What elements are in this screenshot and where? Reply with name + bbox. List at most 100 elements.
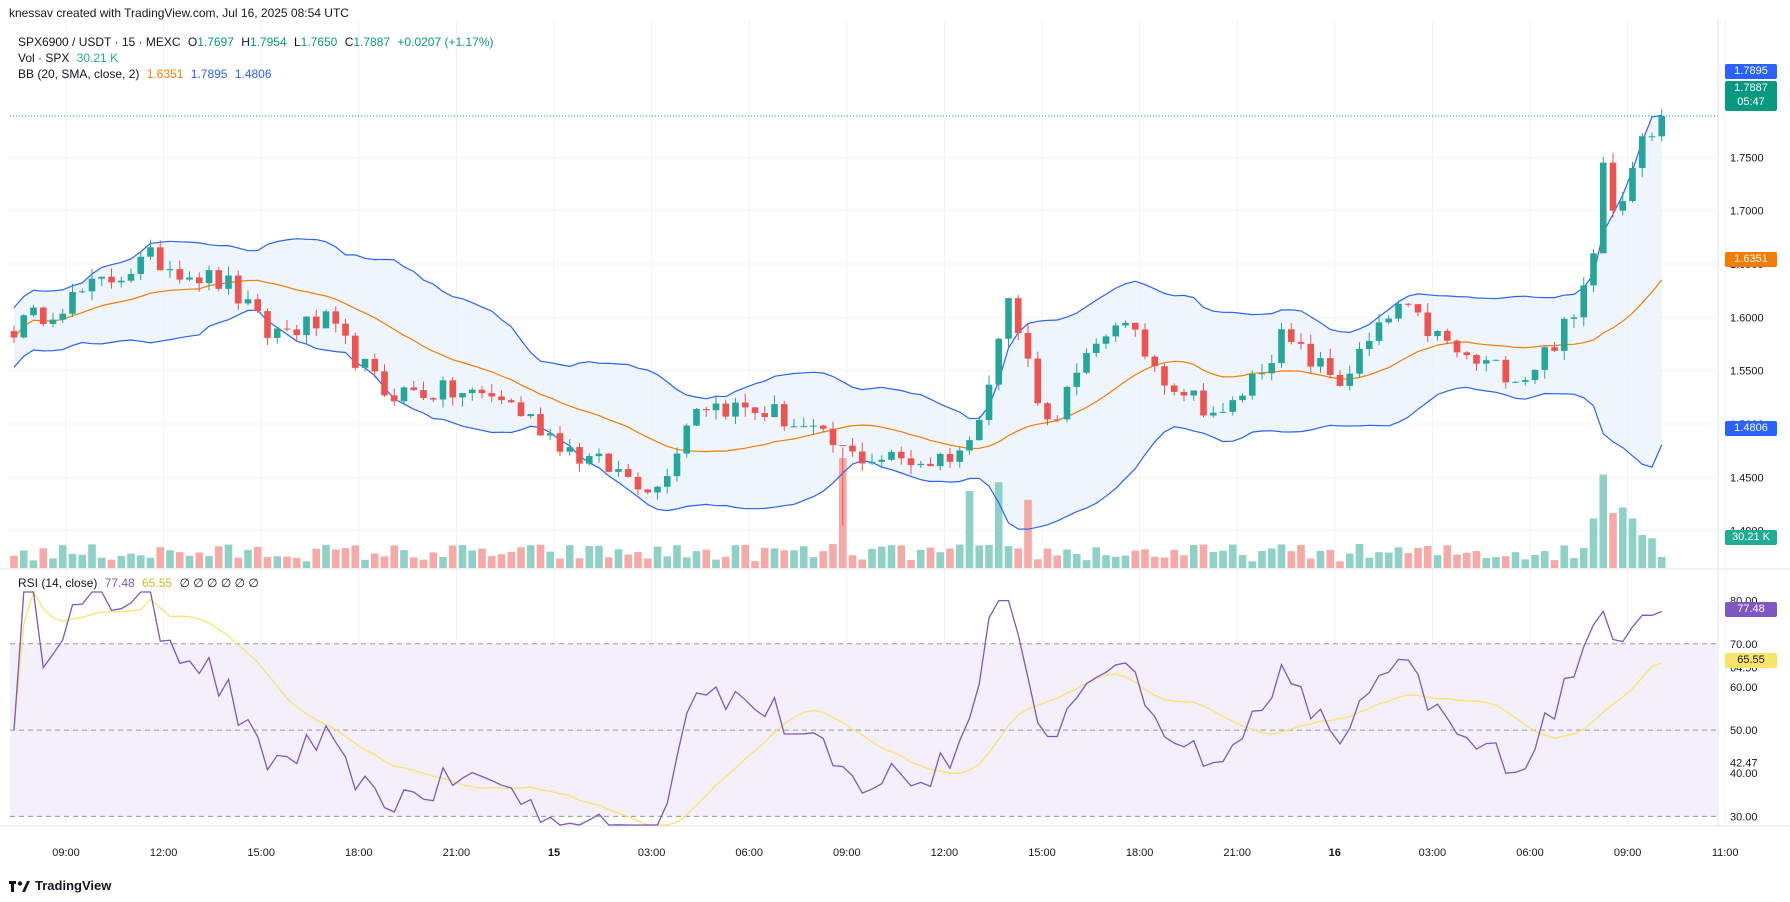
candle-body [108, 276, 115, 283]
candle-body [1356, 348, 1363, 374]
volume-bar [400, 550, 408, 568]
bb-upper-line [13, 114, 1662, 420]
volume-bar [1521, 559, 1530, 568]
volume-bar [1492, 557, 1500, 568]
candle-body [1053, 419, 1061, 421]
candle-body [322, 311, 330, 329]
bb-label[interactable]: BB (20, SMA, close, 2) [18, 67, 140, 81]
candle-body [117, 280, 125, 283]
volume-bar [1219, 550, 1227, 568]
candle-body [98, 276, 106, 279]
candle-body [1531, 369, 1539, 381]
volume-bar [848, 555, 857, 568]
volume-bar [975, 545, 984, 568]
volume-bar [1287, 551, 1296, 568]
volume-bar [439, 556, 447, 568]
price-tick-label: 1.5500 [1730, 366, 1764, 378]
candle-body [1580, 285, 1588, 318]
candle-body [1658, 116, 1666, 137]
time-tick-label: 18:00 [1126, 847, 1154, 859]
volume-bar [175, 552, 184, 568]
volume-bar [331, 549, 340, 568]
high-label: H [241, 35, 250, 49]
volume-bar [643, 558, 652, 568]
time-tick-label: 09:00 [833, 847, 861, 859]
volume-bar [1258, 551, 1266, 568]
candle-body [449, 380, 457, 398]
time-tick-label: 15:00 [1028, 847, 1056, 859]
bb-band-fill [14, 115, 1662, 530]
tradingview-brand[interactable]: TradingView [9, 878, 111, 893]
volume-bar [1482, 557, 1491, 568]
volume-bar [370, 553, 379, 568]
volume-bar [1472, 551, 1481, 568]
candle-body [576, 447, 583, 464]
candle-body [254, 299, 262, 312]
candle-body [1083, 352, 1090, 373]
volume-bar [273, 556, 282, 568]
volume-bar [1326, 549, 1335, 568]
candle-body [907, 458, 915, 466]
volume-bar [673, 545, 681, 568]
candle-body [566, 447, 574, 452]
volume-bar [1053, 555, 1062, 568]
volume-bar [565, 545, 574, 568]
candle-body [1482, 360, 1490, 364]
volume-bar [205, 556, 213, 568]
volume-bar [585, 546, 594, 568]
volume-label[interactable]: Vol · SPX [18, 51, 70, 65]
volume-bar [156, 547, 165, 568]
volume-bar [692, 551, 701, 568]
open-label: O [187, 35, 198, 49]
volume-bar [292, 557, 301, 568]
volume-bar [312, 548, 321, 568]
candle-body [1473, 355, 1480, 364]
volume-bar [634, 552, 642, 568]
candle-body [410, 387, 418, 391]
volume-bar [751, 561, 759, 568]
volume-bar [1248, 561, 1257, 568]
candle-body [1200, 390, 1207, 416]
candle-body [1619, 201, 1627, 211]
volume-bar [536, 544, 545, 568]
candle-body [673, 453, 681, 477]
candle-body [303, 316, 310, 336]
candle-body [556, 433, 564, 452]
symbol-label[interactable]: SPX6900 / USDT · 15 · MEXC [18, 35, 181, 49]
candle-body [810, 425, 817, 427]
candle-body [371, 358, 379, 372]
volume-bar [809, 557, 818, 568]
symbol-legend: SPX6900 / USDT · 15 · MEXC O1.7697 H1.79… [18, 35, 498, 50]
time-tick-label: 18:00 [345, 847, 373, 859]
bb-legend: BB (20, SMA, close, 2) 1.6351 1.7895 1.4… [18, 67, 276, 82]
rsi-label[interactable]: RSI (14, close) [18, 576, 98, 590]
volume-bar [1267, 548, 1276, 568]
time-tick-label: 09:00 [1614, 847, 1642, 859]
candle-body [1434, 330, 1441, 336]
candle-body [741, 402, 749, 408]
candle-body [780, 404, 788, 427]
volume-bar [1345, 553, 1354, 568]
volume-bar [244, 549, 252, 568]
candle-body [1073, 372, 1081, 387]
volume-bar [49, 558, 57, 568]
candle-body [1151, 356, 1159, 367]
volume-bar [409, 557, 418, 568]
candle-body [1590, 253, 1597, 286]
candle-body [800, 426, 808, 428]
volume-bar [1511, 552, 1520, 568]
price-tick-label: 1.4500 [1730, 472, 1764, 484]
candle-body [1209, 412, 1217, 416]
candle-body [917, 463, 925, 466]
candle-body [585, 456, 593, 464]
candle-body [936, 453, 944, 467]
volume-bar [595, 545, 603, 568]
volume-bar [926, 547, 935, 568]
volume-bar [1033, 559, 1042, 568]
volume-bar [1462, 552, 1471, 568]
candle-body [995, 338, 1003, 385]
volume-bar [1189, 545, 1198, 568]
volume-bar [39, 548, 48, 568]
candle-body [49, 319, 57, 325]
